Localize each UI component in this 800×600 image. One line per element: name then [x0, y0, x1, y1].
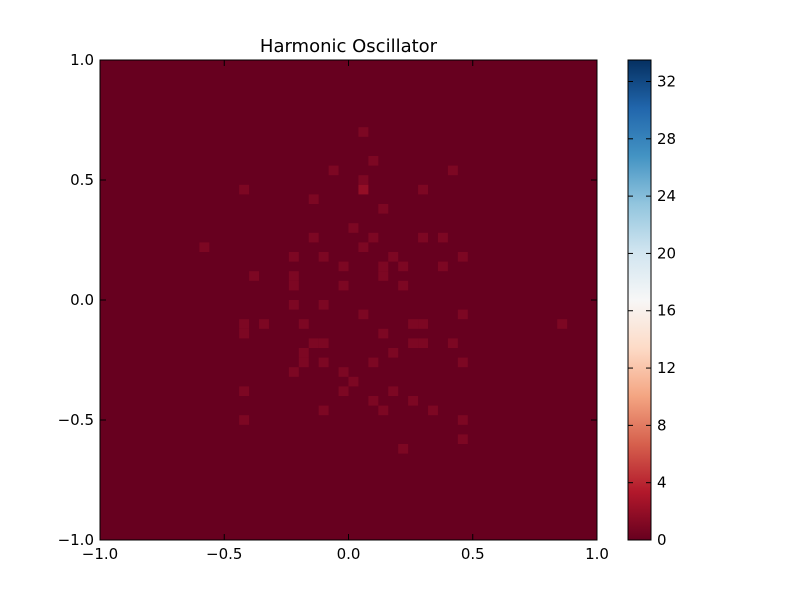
- heatmap-cell: [348, 223, 359, 233]
- heatmap-cell: [447, 338, 458, 348]
- chart-title: Harmonic Oscillator: [260, 36, 438, 57]
- heatmap-cell: [378, 271, 389, 281]
- heatmap-cell: [298, 357, 309, 368]
- heatmap-cell: [398, 280, 409, 291]
- heatmap-cell: [288, 300, 299, 310]
- heatmap-cell: [378, 328, 389, 339]
- x-tick-label: 0.5: [461, 545, 485, 563]
- heatmap-cell: [239, 184, 250, 195]
- heatmap-cell: [338, 280, 349, 291]
- colorbar-ticks: 0 4 8 12 16 20 24 28 32: [628, 72, 676, 549]
- heatmap-cell: [418, 184, 429, 195]
- heatmap-cell: [338, 367, 349, 377]
- heatmap-cell: [358, 175, 369, 185]
- y-tick-label: 1.0: [70, 51, 94, 69]
- heatmap-cell: [288, 367, 299, 377]
- x-tick-label: −0.5: [206, 545, 242, 563]
- colorbar-tick-label: 12: [657, 359, 676, 377]
- heatmap-cell: [358, 127, 369, 137]
- heatmap-cell: [308, 338, 319, 348]
- heatmap-cell: [418, 232, 429, 243]
- heatmap-cell: [447, 165, 458, 176]
- colorbar-tick-label: 16: [657, 302, 676, 320]
- heatmap-cell: [437, 261, 448, 272]
- heatmap-cell: [338, 261, 349, 272]
- heatmap-cell: [288, 271, 299, 281]
- heatmap-cell: [418, 338, 429, 348]
- x-tick-label: 0.0: [337, 545, 361, 563]
- heatmap-cell: [239, 328, 250, 339]
- heatmap-cell: [288, 280, 299, 291]
- heatmap-cell: [408, 396, 419, 406]
- heatmap-cell: [358, 184, 369, 195]
- y-tick-label: 0.0: [70, 291, 94, 309]
- heatmap-cell: [368, 232, 379, 243]
- y-tick-label: −1.0: [58, 531, 94, 549]
- y-tick-label: −0.5: [58, 411, 94, 429]
- heatmap-cell: [348, 376, 359, 387]
- colorbar-tick-label: 4: [657, 474, 667, 492]
- heatmap-cell: [457, 434, 468, 444]
- heatmap-cell: [358, 309, 369, 320]
- heatmap-cell: [318, 338, 329, 348]
- heatmap-cell: [457, 252, 468, 262]
- plot-background: [100, 60, 597, 540]
- colorbar-tick-label: 0: [657, 531, 667, 549]
- colorbar-tick-label: 28: [657, 130, 676, 148]
- heatmap-cell: [298, 319, 309, 329]
- colorbar-tick-label: 32: [657, 72, 676, 90]
- heatmap-cell: [239, 415, 250, 425]
- heatmap-cell: [318, 357, 329, 368]
- heatmap-cell: [318, 300, 329, 310]
- heatmap-cell: [288, 252, 299, 262]
- heatmap-cell: [457, 309, 468, 320]
- heatmap-cell: [368, 357, 379, 368]
- heatmap-cell: [428, 405, 438, 416]
- colorbar-tick-label: 20: [657, 244, 676, 262]
- heatmap-cell: [408, 319, 419, 329]
- heatmap-cell: [398, 261, 409, 272]
- heatmap-cell: [368, 396, 379, 406]
- colorbar-tick-label: 24: [657, 187, 676, 205]
- heatmap-cell: [358, 242, 369, 252]
- heatmap-cell: [418, 319, 429, 329]
- heatmap-cell: [388, 252, 399, 262]
- colorbar-tick-label: 8: [657, 416, 667, 434]
- heatmap-cell: [298, 348, 309, 358]
- heatmap-cell: [259, 319, 269, 329]
- heatmap-cell: [199, 242, 210, 252]
- heatmap-cell: [318, 405, 329, 416]
- heatmap-cell: [249, 271, 260, 281]
- heatmap-cell: [388, 348, 399, 358]
- heatmap-cell: [398, 444, 409, 454]
- colorbar-gradient: [628, 60, 651, 540]
- y-tick-label: 0.5: [70, 171, 94, 189]
- heatmap-cells: [199, 127, 568, 454]
- colorbar-frame: [627, 59, 652, 541]
- heatmap-cell: [308, 194, 319, 204]
- y-axis: −1.0 −0.5 0.0 0.5 1.0: [58, 51, 597, 549]
- heatmap-cell: [318, 252, 329, 262]
- heatmap-cell: [239, 386, 250, 396]
- x-tick-label: −1.0: [82, 545, 118, 563]
- heatmap-cell: [557, 319, 568, 329]
- heatmap-cell: [408, 338, 419, 348]
- heatmap-cell: [388, 386, 399, 396]
- heatmap-cell: [457, 357, 468, 368]
- heatmap-cell: [378, 261, 389, 272]
- heatmap-cell: [437, 232, 448, 243]
- heatmap-cell: [378, 204, 389, 214]
- heatmap-cell: [378, 405, 389, 416]
- heatmap-cell: [368, 156, 379, 166]
- x-axis: −1.0 −0.5 0.0 0.5 1.0: [82, 60, 609, 563]
- heatmap-cell: [308, 232, 319, 243]
- heatmap-cell: [328, 165, 339, 176]
- heatmap-cell: [457, 415, 468, 425]
- heatmap-cell: [239, 319, 250, 329]
- heatmap-cell: [338, 386, 349, 396]
- colorbar: 0 4 8 12 16 20 24 28 32: [627, 59, 676, 549]
- x-tick-label: 1.0: [585, 545, 609, 563]
